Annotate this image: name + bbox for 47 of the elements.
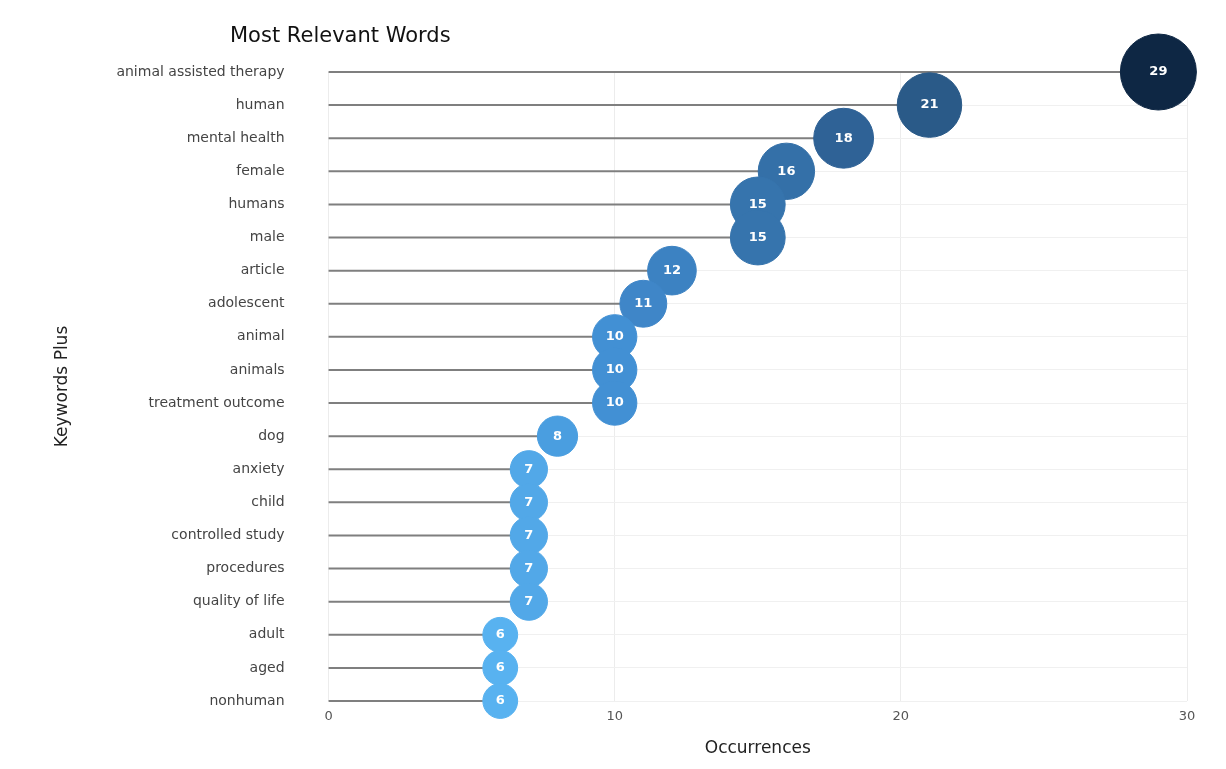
data-label: 7 xyxy=(524,493,534,509)
data-label: 29 xyxy=(1149,63,1168,79)
chart-title: Most Relevant Words xyxy=(230,23,451,48)
data-label: 8 xyxy=(552,427,563,443)
x-tick-label: 30 xyxy=(1178,708,1196,724)
data-label: 18 xyxy=(834,129,853,145)
y-tick-label: nonhuman xyxy=(209,691,285,708)
x-tick-label: 20 xyxy=(892,708,910,724)
x-tick-label: 10 xyxy=(606,708,623,724)
data-label: 15 xyxy=(748,228,767,244)
data-label: 10 xyxy=(605,394,624,410)
y-tick-label: adult xyxy=(248,625,286,642)
y-tick-label: human xyxy=(235,95,285,112)
data-label: 12 xyxy=(662,262,681,278)
y-tick-label: humans xyxy=(228,195,285,212)
y-tick-label: aged xyxy=(249,658,285,675)
y-tick-label: animals xyxy=(229,360,285,377)
data-label: 7 xyxy=(524,460,534,476)
y-tick-label: adolescent xyxy=(208,294,286,311)
y-axis-title: Keywords Plus xyxy=(50,325,71,448)
y-tick-label: male xyxy=(249,228,285,245)
y-tick-label: procedures xyxy=(206,559,285,576)
y-tick-label: animal assisted therapy xyxy=(116,62,285,79)
data-label: 21 xyxy=(920,96,939,112)
y-tick-label: child xyxy=(251,493,285,510)
y-tick-label: animal xyxy=(237,327,285,344)
y-tick-label: quality of life xyxy=(192,592,285,609)
y-tick-label: treatment outcome xyxy=(148,393,285,410)
y-tick-label: anxiety xyxy=(232,459,285,476)
data-label: 7 xyxy=(524,559,534,575)
data-label: 6 xyxy=(495,659,505,675)
data-label: 11 xyxy=(634,295,653,311)
y-tick-label: mental health xyxy=(186,128,285,145)
data-label: 10 xyxy=(605,328,624,344)
x-tick-label: 0 xyxy=(324,708,333,724)
x-axis-title: Occurrences xyxy=(704,737,811,758)
y-tick-label: dog xyxy=(258,426,285,443)
data-label: 15 xyxy=(748,195,767,211)
y-tick-label: female xyxy=(236,161,285,178)
data-label: 10 xyxy=(605,361,624,377)
data-label: 6 xyxy=(495,626,505,642)
data-label: 7 xyxy=(524,526,534,542)
data-label: 7 xyxy=(524,593,534,609)
y-tick-label: article xyxy=(240,261,285,278)
data-label: 16 xyxy=(777,162,796,178)
y-tick-label: controlled study xyxy=(171,526,285,543)
data-label: 6 xyxy=(495,692,505,708)
